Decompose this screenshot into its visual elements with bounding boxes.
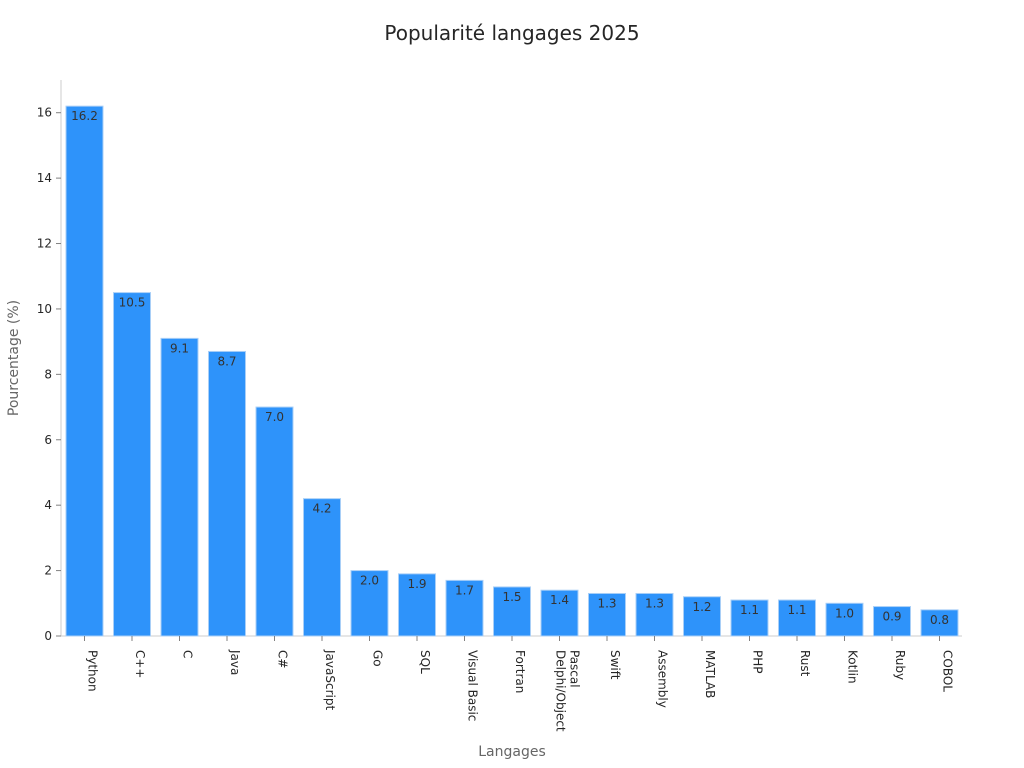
x-tick-label: COBOL <box>941 650 955 692</box>
x-tick-label: Assembly <box>656 650 670 708</box>
y-axis-ticks: 0 2 4 6 8 10 12 14 16 <box>37 106 61 643</box>
bars-group: 16.2 10.5 9.1 8.7 7.0 4.2 2.0 1.9 1.7 1.5 1.4 1.3 1.… <box>65 105 959 637</box>
bar <box>540 589 579 637</box>
bar-value-label: 1.9 <box>407 577 426 591</box>
bar <box>730 599 769 637</box>
x-tick-label: MATLAB <box>703 650 717 698</box>
bar-value-label: 16.2 <box>71 109 98 123</box>
bar-value-label: 1.1 <box>787 603 806 617</box>
bar <box>778 599 816 637</box>
bar <box>303 498 341 637</box>
bar <box>208 350 246 637</box>
y-tick-label: 10 <box>37 302 52 316</box>
y-tick-label: 14 <box>37 171 52 185</box>
y-tick-label: 4 <box>44 498 52 512</box>
x-tick-label: Rust <box>798 650 812 677</box>
bar <box>160 337 199 637</box>
bar <box>255 406 294 637</box>
bar-value-label: 1.2 <box>692 600 711 614</box>
y-axis-label: Pourcentage (%) <box>6 300 22 416</box>
x-tick-label: C# <box>276 650 290 668</box>
x-tick-label: PHP <box>751 650 765 674</box>
bar-value-label: 1.0 <box>835 606 854 620</box>
bar-value-label: 1.3 <box>597 596 616 610</box>
x-tick-label: Swift <box>608 650 622 680</box>
bar <box>398 573 436 637</box>
x-tick-label: Kotlin <box>846 650 860 684</box>
bar <box>493 586 531 637</box>
y-tick-label: 6 <box>44 433 52 447</box>
bar-value-label: 4.2 <box>312 502 331 516</box>
bar <box>873 606 911 637</box>
x-tick-label: Go <box>371 650 385 667</box>
bar <box>350 570 389 637</box>
x-tick-label: Java <box>228 649 242 675</box>
x-tick-label: C <box>181 650 195 658</box>
bar <box>635 592 674 637</box>
x-tick-label: JavaScript <box>323 649 337 710</box>
y-tick-label: 2 <box>44 564 52 578</box>
bar-value-label: 2.0 <box>360 574 379 588</box>
bar <box>113 292 151 637</box>
bar <box>683 596 721 637</box>
y-tick-label: 12 <box>37 237 52 251</box>
bar <box>920 609 959 637</box>
bar-value-label: 1.7 <box>455 583 474 597</box>
chart-title: Popularité langages 2025 <box>384 21 639 45</box>
bar-value-label: 0.8 <box>930 613 949 627</box>
bar-value-label: 1.5 <box>502 590 521 604</box>
bar-value-label: 1.3 <box>645 596 664 610</box>
y-tick-label: 16 <box>37 106 52 120</box>
bar-value-label: 1.4 <box>550 593 569 607</box>
bar <box>825 602 864 637</box>
x-axis-label: Langages <box>478 744 546 760</box>
x-tick-label: Python <box>86 650 100 692</box>
x-tick-label: SQL <box>418 650 432 674</box>
x-tick-label: C++ <box>133 650 147 679</box>
bar <box>65 105 104 637</box>
bar-value-label: 0.9 <box>882 610 901 624</box>
bar-value-label: 9.1 <box>170 341 189 355</box>
x-tick-label: Fortran <box>513 650 527 693</box>
bar-value-label: 1.1 <box>740 603 759 617</box>
x-tick-label: Delphi/Object <box>554 650 568 732</box>
x-axis-ticks: Python C++ C Java C# JavaScript Go SQL Visual Ba… <box>84 636 955 732</box>
bar-value-label: 8.7 <box>217 354 236 368</box>
bar <box>445 579 484 637</box>
bar-value-label: 7.0 <box>265 410 284 424</box>
bar-value-label: 10.5 <box>119 296 146 310</box>
x-tick-label: Visual Basic <box>466 650 480 721</box>
y-tick-label: 8 <box>44 367 52 381</box>
x-tick-label: Pascal <box>568 650 582 688</box>
bar <box>588 592 626 637</box>
y-tick-label: 0 <box>44 629 52 643</box>
x-tick-label: Ruby <box>893 650 907 680</box>
